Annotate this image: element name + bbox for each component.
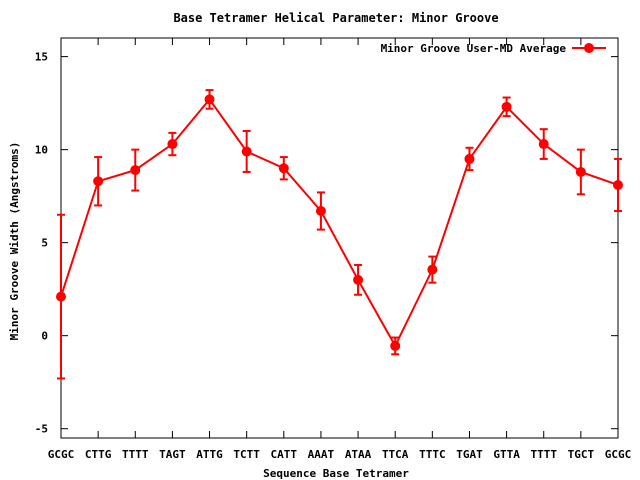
x-axis-label: Sequence Base Tetramer [263, 467, 409, 480]
axes: -5 0 5 10 15 GCGC CTTG TTTT TAGT ATTG TCTT CATT AAAT… [35, 37, 632, 461]
legend-marker [584, 43, 594, 53]
legend: Minor Groove User-MD Average [381, 42, 606, 55]
x-tick-label: TGAT [456, 448, 483, 461]
x-tick-label: CATT [271, 448, 298, 461]
data-point [278, 163, 289, 174]
x-tick-label: TCTT [233, 448, 260, 461]
data-point [427, 264, 438, 275]
data-point [56, 291, 66, 302]
data-point [241, 146, 252, 157]
y-tick-label: 5 [41, 237, 48, 250]
y-tick-label: 15 [35, 51, 48, 64]
data-point [130, 165, 141, 176]
data-point [93, 176, 104, 187]
data-point [613, 179, 623, 190]
x-tick-label: TTTT [122, 448, 149, 461]
x-tick-label: AAAT [308, 448, 335, 461]
x-tick-label: ATTG [196, 448, 223, 461]
y-tick-label: 10 [35, 144, 48, 157]
x-tick-label: GCGC [48, 448, 75, 461]
data-point [501, 101, 512, 112]
y-axis-label: Minor Groove Width (Angstroms) [8, 142, 21, 341]
data-point [464, 153, 475, 164]
data-point [353, 274, 364, 285]
y-tick-label: 0 [41, 330, 48, 343]
data-point [315, 206, 326, 217]
data-point [204, 94, 215, 105]
series-line [60, 97, 619, 349]
x-tick-label: GCGC [605, 448, 632, 461]
x-tick-label: TTCA [382, 448, 409, 461]
data-point [167, 139, 178, 150]
x-tick-label: ATAA [345, 448, 372, 461]
x-tick-label: TTTT [530, 448, 557, 461]
data-point [390, 340, 401, 351]
x-tick-label: TGCT [568, 448, 595, 461]
plot-frame [60, 37, 619, 439]
x-tick-label: TTTC [419, 448, 446, 461]
y-tick-label: -5 [35, 423, 48, 436]
data-point [538, 139, 549, 150]
chart-title: Base Tetramer Helical Parameter: Minor G… [173, 11, 498, 25]
data-series [56, 89, 623, 380]
legend-label: Minor Groove User-MD Average [381, 42, 567, 55]
x-tick-label: CTTG [85, 448, 112, 461]
x-tick-label: TAGT [159, 448, 186, 461]
data-point [575, 166, 586, 177]
x-tick-label: GTTA [493, 448, 520, 461]
